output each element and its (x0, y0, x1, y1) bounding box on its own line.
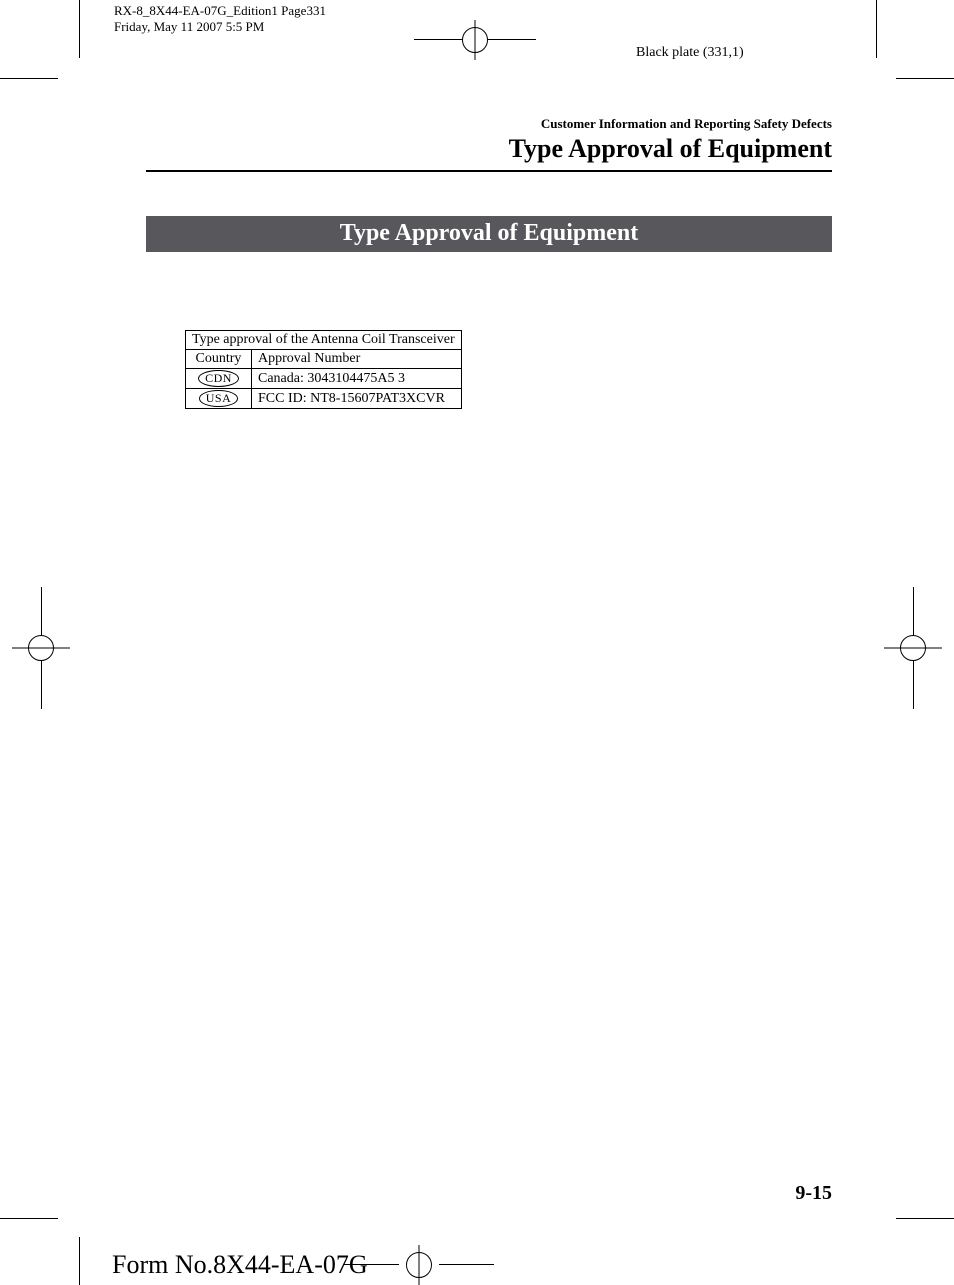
file-info-line2: Friday, May 11 2007 5:5 PM (114, 19, 326, 35)
plate-info: Black plate (331,1) (636, 45, 744, 61)
country-cell: CDN (186, 369, 252, 389)
registration-target-icon (344, 1245, 494, 1285)
country-code-oval: CDN (198, 370, 239, 387)
table-caption-row: Type approval of the Antenna Coil Transc… (186, 331, 462, 350)
section-title-bar: Type Approval of Equipment (146, 216, 832, 252)
table-header-row: Country Approval Number (186, 350, 462, 369)
crop-mark (79, 1237, 80, 1285)
crop-mark (0, 1218, 58, 1219)
form-number: Form No.8X44-EA-07G (112, 1250, 368, 1280)
approval-table-wrap: Type approval of the Antenna Coil Transc… (185, 330, 832, 409)
table-row: USA FCC ID: NT8-15607PAT3XCVR (186, 389, 462, 409)
registration-target-icon (12, 587, 70, 709)
page-content: Customer Information and Reporting Safet… (146, 116, 832, 409)
file-info-line1: RX-8_8X44-EA-07G_Edition1 Page331 (114, 3, 326, 19)
crop-mark (0, 78, 58, 79)
col-header-country: Country (186, 350, 252, 369)
country-cell: USA (186, 389, 252, 409)
table-row: CDN Canada: 3043104475A5 3 (186, 369, 462, 389)
header-category: Customer Information and Reporting Safet… (146, 116, 832, 132)
header-title: Type Approval of Equipment (146, 134, 832, 164)
table-caption: Type approval of the Antenna Coil Transc… (186, 331, 462, 350)
crop-mark (876, 0, 877, 58)
page-number: 9-15 (795, 1182, 832, 1205)
col-header-approval: Approval Number (252, 350, 462, 369)
country-code-oval: USA (199, 390, 239, 407)
file-info: RX-8_8X44-EA-07G_Edition1 Page331 Friday… (114, 3, 326, 34)
crop-mark (896, 78, 954, 79)
crop-mark (896, 1218, 954, 1219)
crop-mark (79, 0, 80, 58)
approval-cell: FCC ID: NT8-15607PAT3XCVR (252, 389, 462, 409)
registration-target-icon (414, 20, 536, 60)
approval-cell: Canada: 3043104475A5 3 (252, 369, 462, 389)
header-rule (146, 170, 832, 172)
approval-table: Type approval of the Antenna Coil Transc… (185, 330, 462, 409)
registration-target-icon (884, 587, 942, 709)
